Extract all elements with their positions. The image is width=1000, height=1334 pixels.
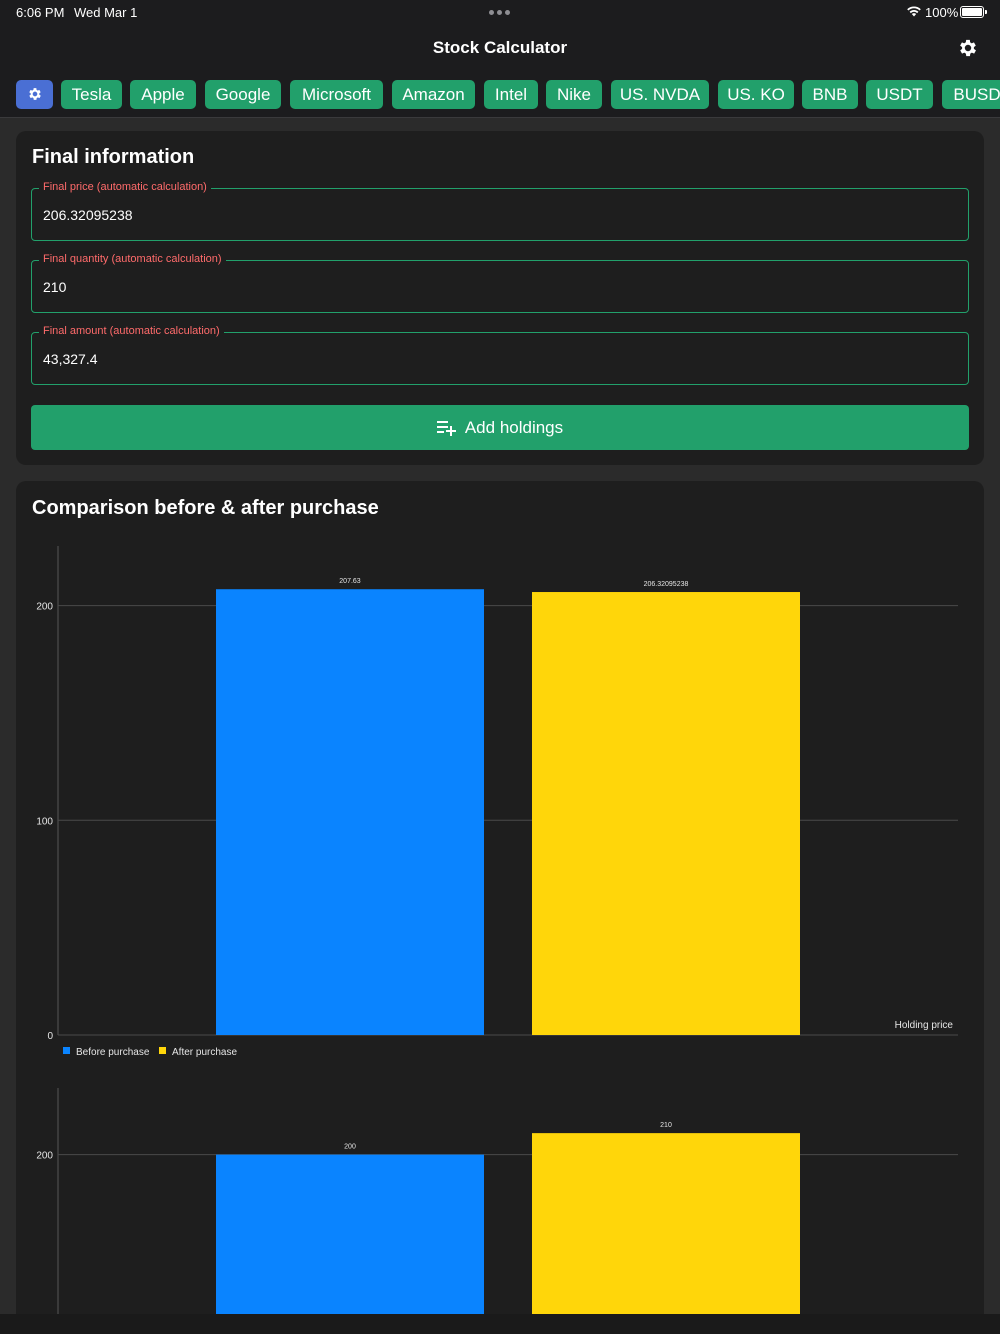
final-price-value: 206.32095238 (43, 207, 133, 223)
final-quantity-field[interactable]: Final quantity (automatic calculation) 2… (31, 253, 969, 313)
final-information-title: Final information (32, 146, 195, 168)
battery-icon (960, 6, 987, 18)
chip-microsoft[interactable]: Microsoft (290, 80, 383, 109)
multitasking-dots[interactable] (489, 10, 510, 15)
playlist-add-icon (436, 420, 456, 436)
stock-chip-bar: Tesla Apple Google Microsoft Amazon Inte… (0, 74, 1000, 118)
comparison-card: Comparison before & after purchase (16, 481, 984, 1334)
chip-google[interactable]: Google (205, 80, 281, 109)
status-bar: 6:06 PM Wed Mar 1 100% (0, 0, 1000, 24)
wifi-icon (907, 6, 921, 17)
chip-us-nvda[interactable]: US. NVDA (611, 80, 709, 109)
final-information-card: Final information Final price (automatic… (16, 131, 984, 465)
final-quantity-value: 210 (43, 279, 67, 295)
status-date: Wed Mar 1 (74, 5, 138, 20)
gear-icon[interactable] (957, 37, 979, 59)
chip-intel[interactable]: Intel (484, 80, 538, 109)
final-amount-value: 43,327.4 (43, 351, 98, 367)
chip-us-ko[interactable]: US. KO (718, 80, 794, 109)
chip-amazon[interactable]: Amazon (392, 80, 475, 109)
gear-icon (28, 88, 41, 100)
chip-bnb[interactable]: BNB (802, 80, 858, 109)
chip-usdt[interactable]: USDT (866, 80, 933, 109)
chip-busd[interactable]: BUSD (942, 80, 1000, 109)
final-amount-label: Final amount (automatic calculation) (39, 325, 224, 337)
add-holdings-label: Add holdings (464, 417, 564, 437)
chip-apple[interactable]: Apple (130, 80, 196, 109)
chip-nike[interactable]: Nike (546, 80, 602, 109)
final-price-field[interactable]: Final price (automatic calculation) 206.… (31, 181, 969, 241)
home-indicator-bar (0, 1314, 1000, 1334)
status-time: 6:06 PM (16, 5, 65, 20)
navigation-bar: Stock Calculator (0, 24, 1000, 74)
comparison-title: Comparison before & after purchase (32, 497, 379, 519)
chip-settings-button[interactable] (16, 80, 53, 109)
final-price-label: Final price (automatic calculation) (39, 181, 211, 193)
chip-tesla[interactable]: Tesla (61, 80, 122, 109)
add-holdings-button[interactable]: Add holdings (31, 405, 969, 450)
page-title: Stock Calculator (432, 38, 568, 57)
final-quantity-label: Final quantity (automatic calculation) (39, 253, 226, 265)
battery-percentage: 100% (925, 5, 959, 20)
final-amount-field[interactable]: Final amount (automatic calculation) 43,… (31, 325, 969, 385)
